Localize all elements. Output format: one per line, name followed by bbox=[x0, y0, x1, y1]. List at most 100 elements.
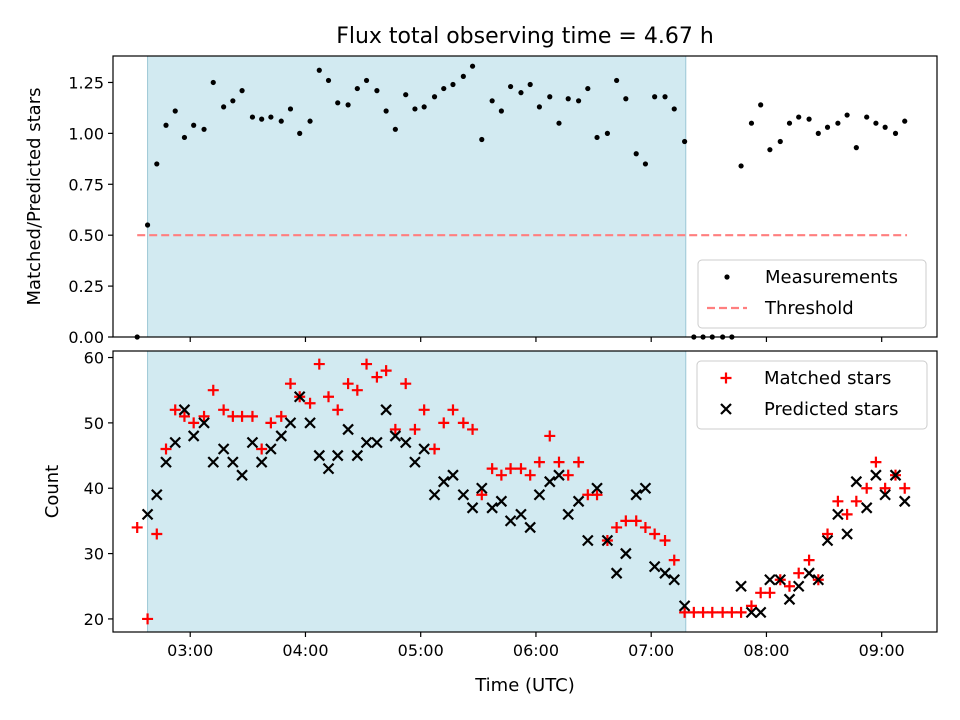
data-point bbox=[450, 81, 456, 88]
data-point bbox=[527, 81, 533, 88]
data-point bbox=[706, 606, 718, 618]
data-point bbox=[507, 83, 514, 90]
data-point bbox=[591, 482, 603, 495]
legend-label: Measurements bbox=[765, 267, 898, 288]
data-point bbox=[575, 98, 582, 104]
data-point bbox=[421, 104, 427, 110]
data-point bbox=[169, 436, 182, 449]
data-point bbox=[582, 534, 594, 547]
data-point bbox=[371, 371, 383, 383]
data-point bbox=[217, 443, 230, 455]
data-point bbox=[163, 122, 169, 128]
data-point bbox=[498, 108, 504, 114]
data-point bbox=[678, 600, 691, 612]
data-point bbox=[142, 613, 154, 625]
data-point bbox=[466, 502, 479, 514]
data-point bbox=[659, 535, 671, 547]
data-point bbox=[297, 130, 303, 136]
y-tick-label: 0.50 bbox=[68, 226, 104, 245]
data-point bbox=[815, 130, 821, 136]
data-point bbox=[246, 436, 259, 449]
data-point bbox=[562, 508, 574, 521]
data-point bbox=[630, 488, 642, 501]
data-point bbox=[438, 417, 450, 429]
data-point bbox=[892, 130, 899, 136]
data-point bbox=[467, 423, 479, 435]
data-point bbox=[697, 606, 709, 618]
data-point bbox=[861, 482, 873, 494]
data-point bbox=[371, 436, 383, 449]
data-point bbox=[331, 449, 344, 462]
data-point bbox=[476, 482, 488, 495]
data-point bbox=[585, 85, 591, 92]
data-point bbox=[304, 417, 316, 429]
x-tick-label: 08:00 bbox=[743, 641, 789, 660]
data-point bbox=[437, 475, 450, 488]
x-tick-label: 07:00 bbox=[628, 641, 674, 660]
data-point bbox=[870, 469, 882, 481]
data-point bbox=[313, 358, 325, 370]
data-point bbox=[524, 469, 536, 481]
data-point bbox=[265, 417, 277, 429]
data-point bbox=[594, 134, 600, 141]
data-point bbox=[495, 469, 507, 481]
data-point bbox=[325, 77, 332, 84]
data-point bbox=[792, 580, 805, 593]
data-point bbox=[268, 114, 274, 120]
data-point bbox=[447, 404, 459, 416]
data-point bbox=[504, 515, 517, 527]
data-point bbox=[392, 126, 398, 132]
data-point bbox=[853, 145, 859, 151]
data-point bbox=[178, 404, 191, 416]
bottom-chart: 03:00 04:00 05:00 06:00 07:00 08:00 09:00 20 30 4… bbox=[42, 349, 938, 696]
data-point bbox=[604, 130, 611, 136]
data-point bbox=[898, 495, 911, 508]
data-point bbox=[380, 404, 392, 416]
data-point bbox=[374, 88, 380, 94]
data-point bbox=[556, 120, 562, 126]
data-point bbox=[363, 77, 370, 84]
data-point bbox=[178, 410, 190, 422]
data-point bbox=[403, 92, 409, 98]
data-point bbox=[345, 102, 351, 108]
legend: Matched stars Predicted stars bbox=[696, 360, 928, 430]
data-point bbox=[536, 104, 543, 110]
data-point bbox=[332, 404, 344, 416]
data-point bbox=[495, 495, 508, 508]
data-point bbox=[533, 456, 545, 468]
data-point bbox=[735, 606, 747, 618]
data-point bbox=[822, 528, 834, 540]
data-point bbox=[227, 456, 239, 468]
data-point bbox=[486, 463, 498, 475]
data-point bbox=[659, 567, 671, 579]
data-point bbox=[304, 397, 316, 409]
legend-marker bbox=[720, 372, 732, 384]
x-tick-label: 03:00 bbox=[167, 641, 213, 660]
data-point bbox=[187, 430, 200, 442]
data-point bbox=[431, 94, 438, 100]
data-point bbox=[777, 138, 783, 145]
legend-label: Threshold bbox=[764, 298, 854, 319]
data-point bbox=[479, 136, 485, 143]
data-point bbox=[821, 534, 834, 547]
data-point bbox=[642, 161, 649, 167]
x-tick-label: 05:00 bbox=[398, 641, 444, 660]
data-point bbox=[553, 456, 565, 468]
series-predicted-stars bbox=[141, 390, 911, 619]
data-point bbox=[565, 96, 571, 102]
data-point bbox=[351, 449, 364, 462]
chart-title: Flux total observing time = 4.67 h bbox=[336, 24, 714, 49]
data-point bbox=[249, 114, 256, 120]
data-point bbox=[457, 417, 469, 429]
data-point bbox=[201, 126, 207, 132]
data-point bbox=[864, 114, 870, 120]
data-point bbox=[322, 462, 335, 475]
data-point bbox=[486, 502, 498, 514]
data-point bbox=[409, 423, 421, 435]
y-tick-label: 60 bbox=[84, 349, 104, 368]
data-point bbox=[293, 390, 306, 403]
data-point bbox=[764, 573, 776, 586]
data-point bbox=[553, 469, 565, 481]
data-point bbox=[255, 456, 268, 468]
data-point bbox=[505, 463, 517, 475]
